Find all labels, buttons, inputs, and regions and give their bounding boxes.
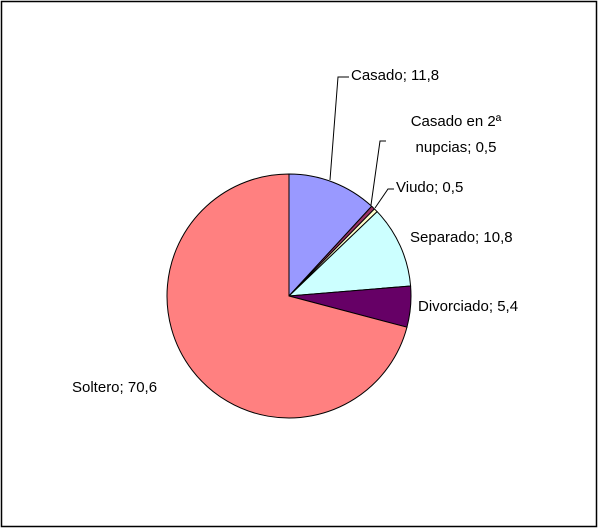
- pie-slice: [287, 210, 412, 297]
- leader-line: [329, 76, 349, 181]
- data-label: Casado; 11,8: [351, 67, 440, 84]
- data-label: Separado; 10,8: [410, 229, 513, 246]
- data-label: Viudo; 0,5: [396, 179, 464, 196]
- data-label: Casado en 2ª nupcias; 0,5: [410, 113, 502, 156]
- data-label: Divorciado; 5,4: [418, 298, 519, 315]
- pie-slice: [166, 173, 408, 419]
- leader-line: [370, 140, 386, 206]
- leader-line: [374, 188, 394, 209]
- pie-slice: [288, 173, 373, 298]
- data-label: Soltero; 70,6: [72, 379, 158, 396]
